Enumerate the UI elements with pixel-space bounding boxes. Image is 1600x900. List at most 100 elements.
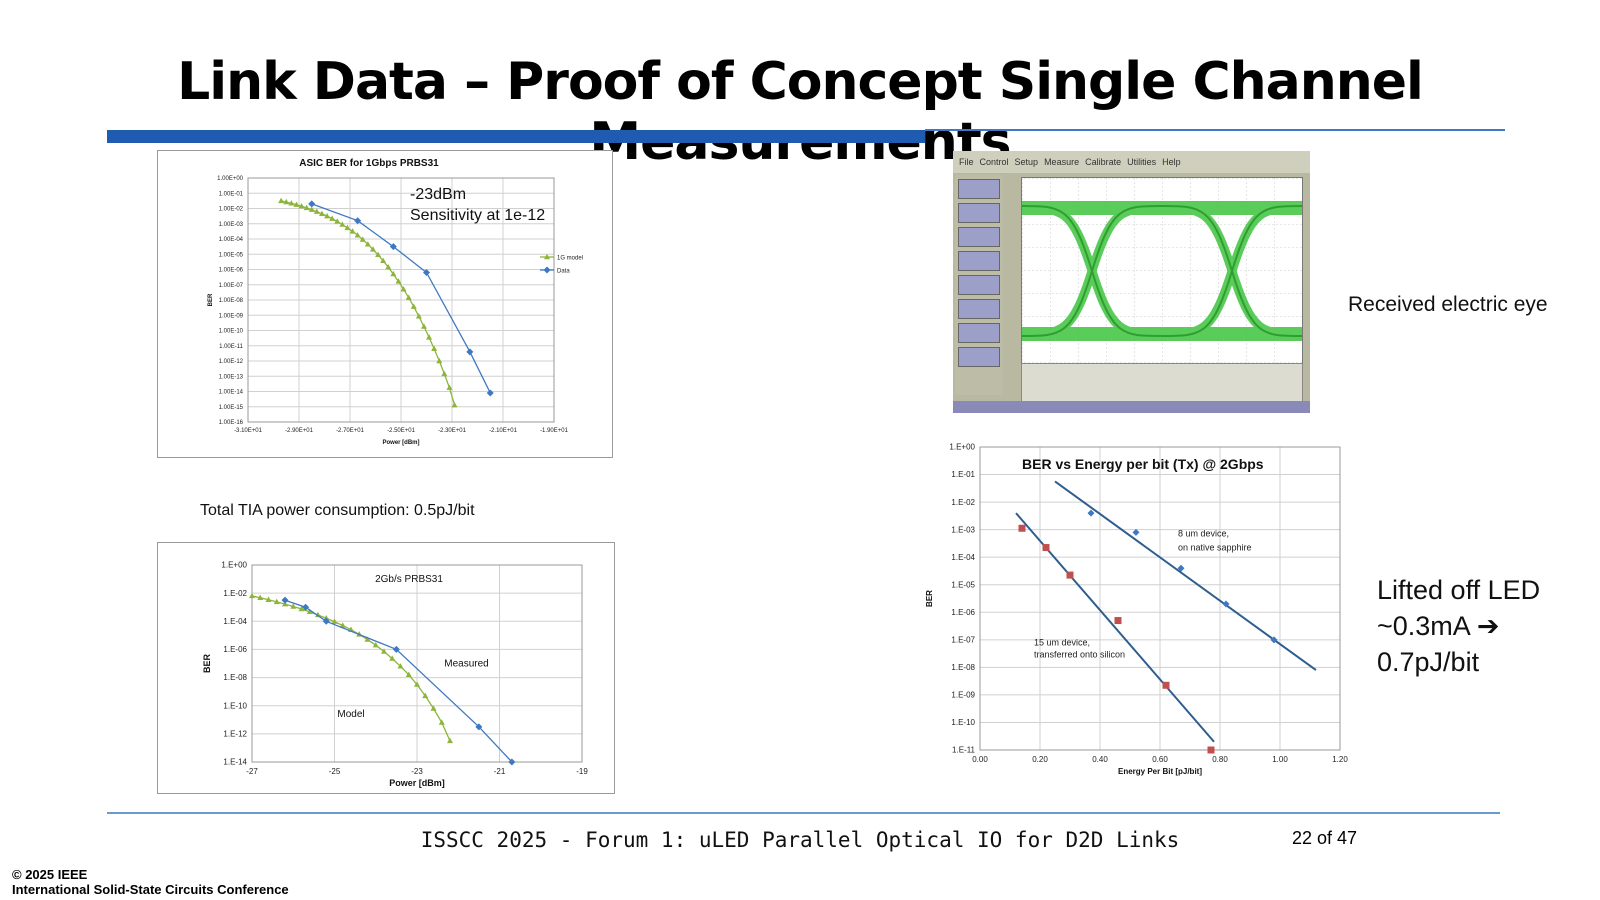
data-point — [438, 719, 445, 725]
y-tick-label: 1.E-10 — [951, 718, 975, 727]
data-point — [372, 642, 379, 648]
data-point — [1087, 509, 1095, 517]
data-point — [392, 645, 400, 653]
data-point — [298, 203, 305, 209]
y-tick-label: 1.E-02 — [951, 498, 975, 507]
copyright-line1: © 2025 IEEE — [12, 867, 88, 882]
data-point — [306, 608, 313, 615]
y-tick-label: 1.00E-15 — [219, 405, 244, 411]
data-point — [430, 705, 437, 711]
y-tick-label: 1.E-04 — [951, 553, 975, 562]
y-tick-label: 1.00E-06 — [219, 268, 244, 274]
data-point — [1018, 524, 1026, 532]
series-line — [311, 203, 491, 394]
data-point — [400, 286, 407, 292]
y-tick-label: 1.00E-02 — [219, 207, 244, 213]
y-tick-label: 1.00E-03 — [219, 222, 244, 228]
data-point — [1222, 600, 1230, 608]
label-model: Model — [337, 709, 364, 720]
data-point — [1207, 746, 1215, 754]
y-tick-label: 1.E-06 — [951, 608, 975, 617]
data-point — [257, 594, 264, 600]
sensitivity-note-line2: Sensitivity at 1e-12 — [410, 207, 546, 224]
data-point — [475, 723, 483, 731]
y-tick-label: 1.00E-10 — [219, 329, 244, 335]
plot-area-border — [251, 564, 583, 763]
x-tick-label: -27 — [246, 767, 258, 776]
data-point — [422, 692, 429, 699]
data-point — [414, 681, 420, 687]
series-label-line1: 15 um device, — [1034, 637, 1090, 647]
data-point — [322, 617, 330, 625]
data-point — [273, 598, 280, 605]
x-tick-label: -2.30E+01 — [438, 428, 467, 434]
y-tick-label: 1.E-14 — [223, 758, 247, 767]
x-tick-label: 0.40 — [1092, 755, 1108, 764]
y-tick-label: 1.00E-14 — [219, 390, 244, 396]
data-point — [431, 345, 438, 351]
data-point — [283, 198, 290, 205]
received-eye-screenshot: File Control Setup Measure Calibrate Utilitie… — [953, 151, 1310, 413]
data-point — [329, 215, 336, 221]
y-tick-label: 1.E+00 — [949, 443, 975, 452]
y-axis-label: BER — [925, 590, 934, 607]
x-tick-label: 0.20 — [1032, 755, 1048, 764]
x-axis-label: Power [dBm] — [389, 778, 445, 788]
data-point — [466, 348, 474, 356]
series-label-line2: on native sapphire — [1178, 542, 1252, 552]
tia-power-note: Total TIA power consumption: 0.5pJ/bit — [200, 502, 475, 519]
data-point — [1162, 681, 1170, 689]
y-tick-label: 1.00E-09 — [219, 313, 244, 319]
y-tick-label: 1.00E-13 — [219, 374, 244, 380]
scope-status-bar — [953, 401, 1310, 413]
data-point — [278, 197, 285, 204]
data-point — [364, 636, 371, 642]
title-underline-accent — [107, 130, 925, 143]
data-point — [318, 210, 325, 217]
chart-title: ASIC BER for 1Gbps PRBS31 — [299, 158, 439, 169]
led-note-line2: ~0.3mA ➔ — [1377, 611, 1500, 641]
data-point — [1114, 617, 1122, 625]
data-point — [381, 648, 387, 654]
data-point — [1270, 636, 1278, 644]
data-point — [423, 269, 430, 277]
data-point — [308, 200, 316, 208]
data-point — [436, 357, 443, 364]
y-tick-label: 1.00E-08 — [219, 298, 244, 304]
data-point — [405, 294, 412, 300]
title-underline-rule — [925, 129, 1505, 131]
data-point — [324, 212, 331, 219]
data-point — [451, 402, 458, 408]
data-point — [344, 224, 351, 231]
copyright-line2: International Solid-State Circuits Confe… — [12, 882, 289, 897]
y-tick-label: 1.E-07 — [951, 635, 975, 644]
data-point — [415, 313, 422, 319]
data-point — [441, 370, 448, 377]
data-point — [331, 618, 338, 624]
x-tick-label: -2.90E+01 — [285, 428, 314, 434]
data-point — [1132, 528, 1140, 536]
x-tick-label: -3.10E+01 — [234, 428, 263, 434]
led-note-line3: 0.7pJ/bit — [1377, 647, 1480, 677]
eye-caption: Received electric eye — [1348, 293, 1548, 316]
x-tick-label: -2.10E+01 — [489, 428, 518, 434]
y-tick-label: 1.E-02 — [223, 589, 247, 598]
x-axis-label: Power [dBm] — [382, 440, 419, 446]
footer-text: ISSCC 2025 - Forum 1: uLED Parallel Opti… — [420, 828, 1180, 852]
data-point — [303, 204, 310, 211]
series-label-line1: 8 um device, — [1178, 529, 1229, 539]
data-point — [446, 384, 453, 390]
x-tick-label: 0.80 — [1212, 755, 1228, 764]
data-point — [290, 603, 297, 609]
y-tick-label: 1.E-09 — [951, 691, 975, 700]
data-point — [447, 737, 453, 744]
y-tick-label: 1.E-01 — [951, 470, 975, 479]
data-point — [334, 218, 341, 224]
data-point — [308, 206, 315, 212]
data-point — [302, 603, 310, 611]
y-axis-label: BER — [202, 654, 212, 674]
legend-label: 1G model — [557, 256, 583, 262]
x-tick-label: -2.50E+01 — [387, 428, 416, 434]
y-tick-label: 1.E-08 — [951, 663, 975, 672]
y-tick-label: 1.E-10 — [223, 701, 247, 710]
